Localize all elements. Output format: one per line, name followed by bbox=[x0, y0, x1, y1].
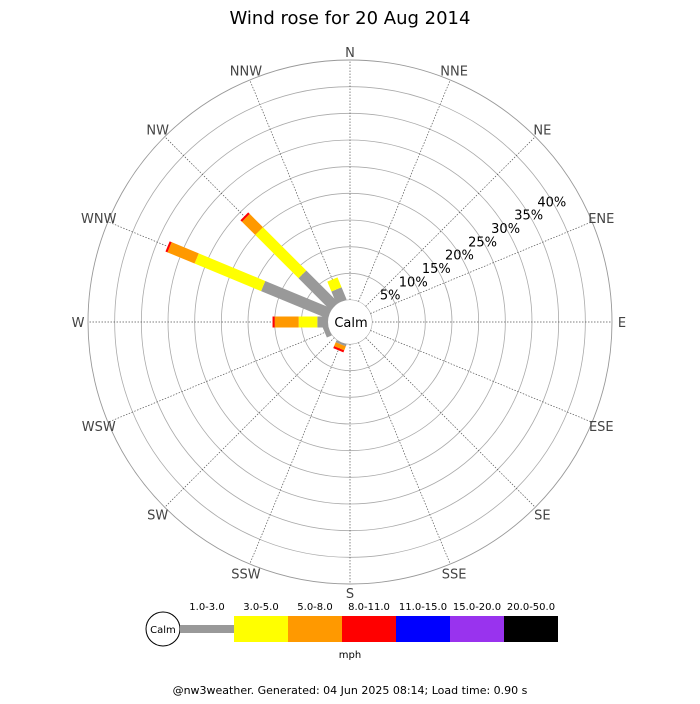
grid-ring-outer bbox=[87, 59, 613, 585]
ring-label-10: 10% bbox=[399, 275, 428, 290]
legend-items: 1.0-3.0 3.0-5.0 5.0-8.0 8.0-11.0 11.0-15.0 15… bbox=[180, 602, 558, 642]
legend-label-20.0-50.0: 20.0-50.0 bbox=[507, 602, 555, 613]
legend-label-11.0-15.0: 11.0-15.0 bbox=[399, 602, 447, 613]
legend-label-1.0-3.0: 1.0-3.0 bbox=[189, 602, 224, 613]
bar-wsw-1.0-3.0 bbox=[322, 325, 332, 338]
legend-swatch-20.0-50.0 bbox=[504, 616, 558, 642]
direction-label-nnw: NNW bbox=[230, 65, 262, 80]
bar-wnw-3.0-5.0 bbox=[194, 253, 266, 292]
spoke-sse bbox=[358, 342, 451, 565]
speed-legend: Calm 1.0-3.0 3.0-5.0 5.0-8.0 8.0-11.0 11.0-1… bbox=[145, 602, 558, 661]
legend-swatch-8.0-11.0 bbox=[342, 616, 396, 642]
bar-nw-3.0-5.0 bbox=[255, 227, 307, 279]
legend-swatch-3.0-5.0 bbox=[234, 616, 288, 642]
bar-ssw-8.0-11.0 bbox=[333, 346, 345, 353]
legend-label-8.0-11.0: 8.0-11.0 bbox=[348, 602, 390, 613]
bar-nnw-3.0-5.0 bbox=[327, 277, 342, 292]
direction-label-wnw: WNW bbox=[81, 212, 117, 227]
direction-label-nw: NW bbox=[146, 124, 169, 139]
spoke-ene bbox=[370, 221, 593, 314]
spoke-wsw bbox=[107, 330, 330, 423]
wind-bars bbox=[165, 212, 347, 353]
legend-label-5.0-8.0: 5.0-8.0 bbox=[297, 602, 332, 613]
ring-label-5: 5% bbox=[380, 289, 401, 304]
bar-ssw-5.0-8.0 bbox=[334, 342, 346, 351]
bar-ssw-1.0-3.0 bbox=[335, 340, 347, 347]
direction-label-se: SE bbox=[534, 508, 550, 523]
direction-label-w: W bbox=[72, 316, 85, 331]
spoke-nnw bbox=[249, 79, 342, 302]
direction-label-ene: ENE bbox=[588, 212, 614, 227]
bar-wnw-8.0-11.0 bbox=[165, 241, 172, 253]
direction-label-e: E bbox=[618, 316, 626, 331]
grid-ring-4 bbox=[220, 192, 480, 452]
legend-swatch-11.0-15.0 bbox=[396, 616, 450, 642]
ring-label-20: 20% bbox=[445, 249, 474, 264]
chart-title: Wind rose for 20 Aug 2014 bbox=[230, 8, 471, 29]
calm-label: Calm bbox=[334, 316, 367, 331]
spoke-se bbox=[365, 337, 536, 508]
bar-nw-1.0-3.0 bbox=[298, 270, 339, 311]
bar-nw-5.0-8.0 bbox=[241, 213, 263, 235]
bar-wnw-5.0-8.0 bbox=[167, 242, 199, 264]
ring-labels: 5%10%15%20%25%30%35%40% bbox=[380, 195, 566, 303]
spoke-sw bbox=[164, 337, 335, 508]
direction-labels: N NNE NE ENE E ESE SE SSE S SSW SW WSW W WNW NW NNW bbox=[72, 46, 627, 602]
direction-label-ssw: SSW bbox=[231, 567, 261, 582]
legend-units: mph bbox=[339, 650, 361, 661]
direction-label-sse: SSE bbox=[442, 567, 467, 582]
direction-label-nne: NNE bbox=[440, 65, 468, 80]
legend-swatch-15.0-20.0 bbox=[450, 616, 504, 642]
legend-label-3.0-5.0: 3.0-5.0 bbox=[243, 602, 278, 613]
direction-label-n: N bbox=[345, 46, 355, 61]
bar-wnw-1.0-3.0 bbox=[261, 280, 332, 319]
footer-text: @nw3weather. Generated: 04 Jun 2025 08:1… bbox=[173, 684, 528, 697]
direction-label-s: S bbox=[346, 587, 354, 602]
legend-swatch-5.0-8.0 bbox=[288, 616, 342, 642]
ring-label-35: 35% bbox=[514, 209, 543, 224]
legend-label-15.0-20.0: 15.0-20.0 bbox=[453, 602, 501, 613]
direction-label-ne: NE bbox=[533, 124, 551, 139]
spoke-ese bbox=[370, 330, 593, 423]
legend-calm-label: Calm bbox=[150, 625, 176, 636]
ring-label-30: 30% bbox=[491, 222, 520, 237]
calm-circle bbox=[328, 300, 372, 344]
bar-nw-8.0-11.0 bbox=[240, 212, 250, 222]
direction-label-ese: ESE bbox=[589, 420, 614, 435]
ring-label-15: 15% bbox=[422, 262, 451, 277]
calm-center: Calm bbox=[328, 300, 372, 344]
spoke-nne bbox=[358, 79, 451, 302]
grid-ring-3 bbox=[247, 219, 453, 425]
bar-nnw-1.0-3.0 bbox=[331, 287, 347, 304]
ring-label-25: 25% bbox=[468, 235, 497, 250]
legend-swatch-1.0-3.0 bbox=[180, 625, 234, 633]
ring-label-40: 40% bbox=[537, 195, 566, 210]
spoke-ne bbox=[365, 136, 536, 307]
direction-label-sw: SW bbox=[147, 508, 168, 523]
spoke-ssw bbox=[249, 342, 342, 565]
direction-label-wsw: WSW bbox=[82, 420, 116, 435]
